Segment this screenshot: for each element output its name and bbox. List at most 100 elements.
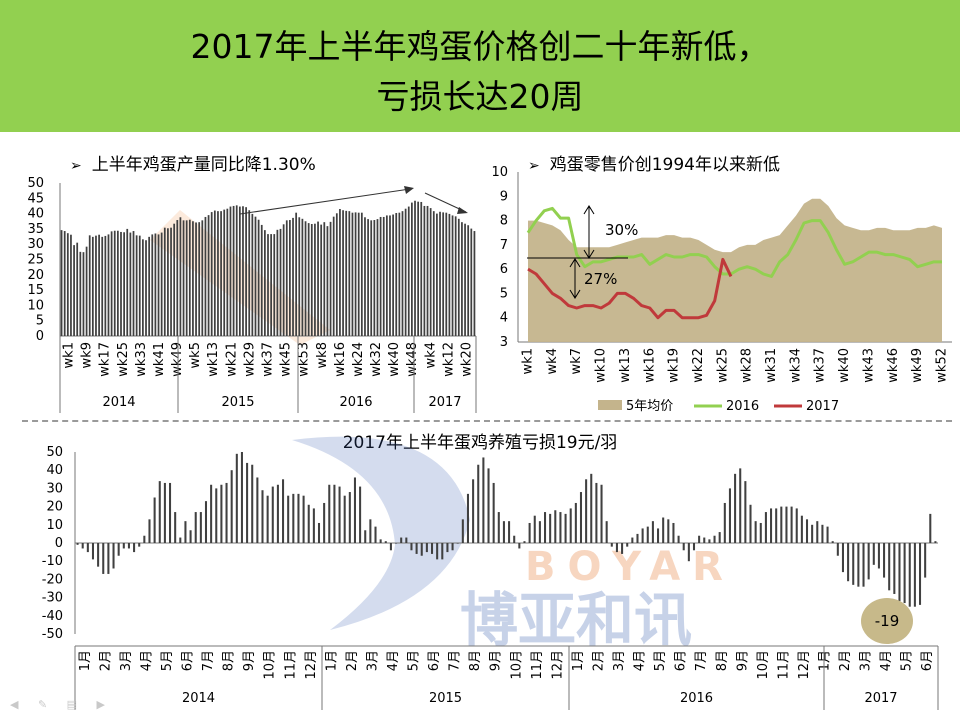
x-tick-label: wk29 [242,342,257,377]
production-bar [170,227,172,336]
x-tick-label: 12月 [550,650,565,680]
profit-bar [821,524,824,543]
y-tick-label: 20 [27,268,44,283]
production-bar [232,205,235,336]
production-bar [235,205,238,336]
production-bar [91,236,94,336]
production-bar [367,219,369,336]
profit-bar [836,543,839,556]
profit-bar [338,486,341,543]
production-bar [461,222,463,336]
production-bar [451,215,454,336]
x-tick-label: 6月 [427,650,442,671]
production-bar [82,252,85,336]
y-tick-label: 10 [27,298,44,313]
production-bar [120,231,122,336]
profit-bar [374,526,377,543]
production-bar [414,200,416,336]
production-bar [304,221,307,336]
profit-bar [785,506,788,543]
production-chart-heading: ➢ 上半年鸡蛋产量同比降1.30% [70,150,316,175]
production-bar [282,224,285,336]
year-label: 2014 [102,395,135,410]
x-tick-label: wk49 [910,348,925,383]
production-bar [238,206,241,336]
profit-bar [117,543,120,556]
production-bar [376,219,379,336]
production-bar [73,245,75,336]
x-tick-label: wk13 [618,348,633,383]
profit-bar [441,543,444,560]
production-bar [195,222,197,336]
profit-bar [692,543,696,551]
profit-bar [770,508,773,543]
y-tick-label: 40 [27,207,44,222]
profit-bar [143,535,146,543]
production-bar [429,208,432,336]
production-bar [104,235,107,336]
y-tick-label: 0 [36,329,44,344]
production-bar [348,211,351,336]
profit-bar [934,541,937,543]
profit-bar [312,508,315,543]
profit-bar [754,521,757,543]
y-tick-label: 10 [491,165,508,180]
profit-bar [672,522,675,543]
x-tick-label: 3月 [365,650,380,671]
profit-bar [641,528,644,543]
production-bar [66,233,69,336]
profit-bar [723,502,726,543]
x-tick-label: 1月 [78,650,93,671]
production-bar [201,220,204,336]
y-tick-label: -40 [42,609,63,624]
profit-bar [657,528,660,543]
x-tick-label: 5月 [407,650,422,671]
profit-bar [538,521,541,543]
x-tick-label: wk7 [569,348,584,374]
x-tick-label: wk52 [935,348,950,383]
profit-bar [759,522,762,543]
loss-bubble-value: -19 [874,612,900,630]
x-tick-label: wk4 [545,348,560,374]
y-tick-label: 40 [46,463,63,478]
profit-bar [533,515,536,543]
production-bar [123,232,125,336]
profit-bar [877,543,880,569]
profit-bar [636,533,639,543]
y-tick-label: 45 [27,191,44,206]
profit-bar [292,493,295,543]
slide-nav-controls[interactable]: ◀ ✎ ▤ ▶ [10,698,114,711]
x-tick-label: wk16 [642,348,657,383]
production-bar [364,217,366,336]
production-bar [342,210,344,336]
production-bar [192,221,194,336]
production-bar [454,216,457,336]
profit-bar [487,468,490,543]
production-bar [289,220,291,336]
profit-bar [626,543,629,547]
slide-title-line-2: 亏损长达20周 [376,77,584,116]
x-tick-label: 1月 [571,650,586,671]
x-tick-label: wk25 [715,348,730,383]
x-tick-label: wk53 [297,342,312,377]
profit-bar [682,543,685,551]
x-tick-label: wk5 [188,342,203,368]
x-tick-label: 9月 [242,650,257,671]
profit-bar [225,482,228,543]
production-bar [176,220,179,336]
production-bar [329,221,332,336]
production-bar [113,230,116,336]
profit-bar [621,543,624,554]
y-tick-label: -10 [42,554,63,569]
profit-bar [158,481,161,543]
profit-bar [97,543,100,567]
legend-label-2017: 2017 [806,399,839,414]
profit-bar [127,543,130,549]
y-tick-label: 15 [27,283,44,298]
production-bar [310,224,313,336]
x-tick-label: 2月 [591,650,606,671]
production-bar [426,205,429,336]
x-tick-label: wk17 [98,342,113,377]
profit-bar [888,543,891,591]
profit-bar [908,543,911,607]
